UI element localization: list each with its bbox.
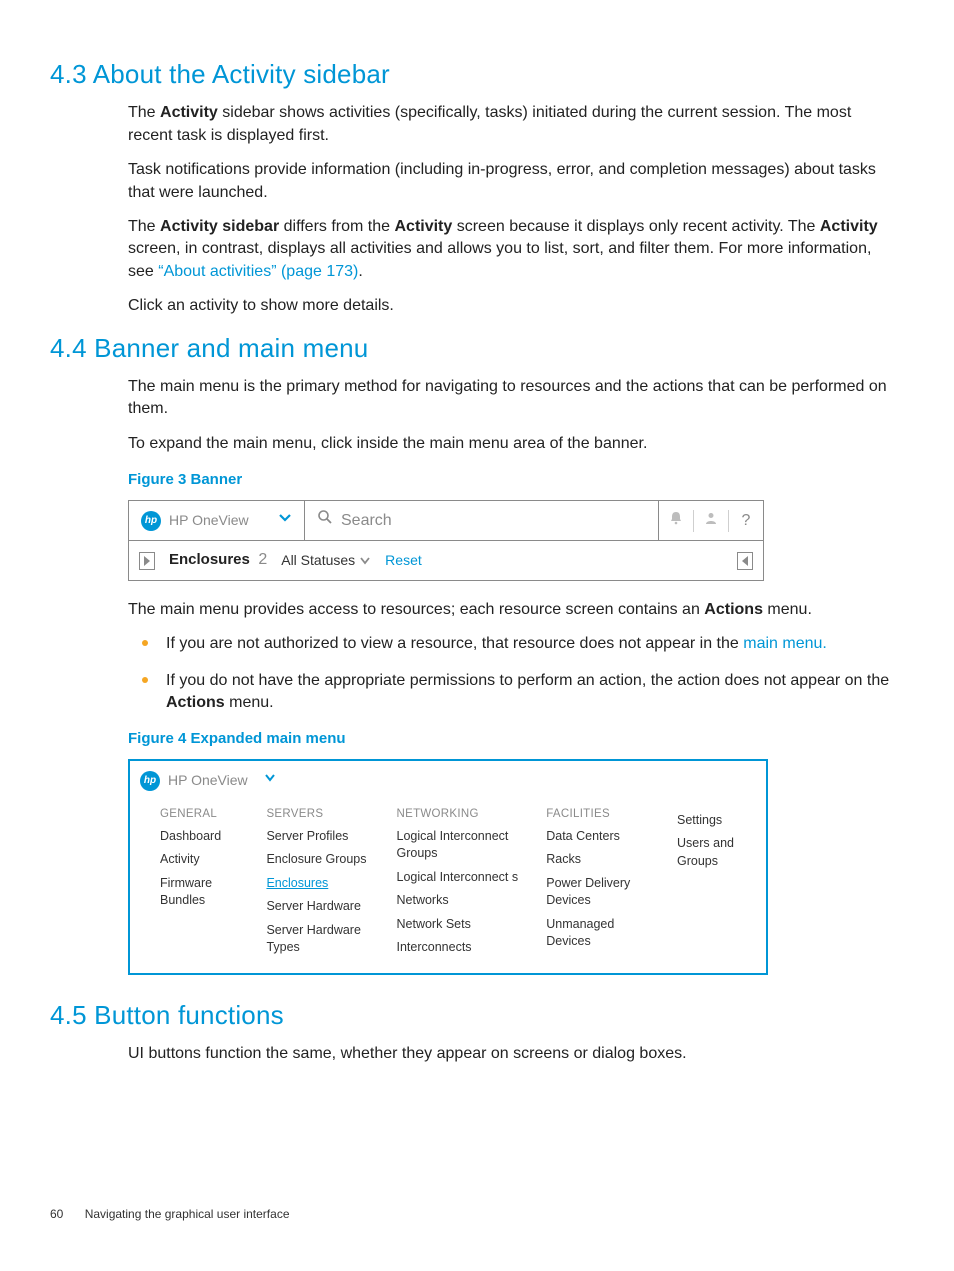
- banner-sub-row: Enclosures 2 All Statuses Reset: [129, 541, 763, 579]
- menu-item[interactable]: Server Profiles: [266, 828, 368, 846]
- bullet-list: If you are not authorized to view a reso…: [128, 633, 894, 714]
- section-heading-4-4: 4.4 Banner and main menu: [50, 330, 894, 366]
- text-bold: Activity: [394, 218, 452, 235]
- paragraph: Task notifications provide information (…: [128, 159, 894, 204]
- menu-item[interactable]: Settings: [677, 812, 756, 830]
- session-button[interactable]: [693, 510, 728, 532]
- text: The: [128, 218, 160, 235]
- paragraph: The Activity sidebar differs from the Ac…: [128, 216, 894, 283]
- menu-item[interactable]: Logical Interconnect s: [397, 869, 519, 887]
- paragraph: The Activity sidebar shows activities (s…: [128, 102, 894, 147]
- brand-label: HP OneView: [168, 771, 248, 791]
- menu-item[interactable]: Power Delivery Devices: [546, 875, 649, 910]
- text: If you are not authorized to view a reso…: [166, 635, 743, 652]
- search-icon: [317, 509, 333, 532]
- hp-logo-icon: hp: [140, 771, 160, 791]
- menu-column: GENERAL Dashboard Activity Firmware Bundles: [160, 806, 238, 957]
- section-heading-4-3: 4.3 About the Activity sidebar: [50, 56, 894, 92]
- text-bold: Activity sidebar: [160, 218, 279, 235]
- menu-column-header: NETWORKING: [397, 806, 519, 822]
- notifications-button[interactable]: [659, 510, 693, 532]
- expand-left-icon[interactable]: [139, 552, 155, 570]
- menu-item[interactable]: Interconnects: [397, 939, 519, 957]
- help-button[interactable]: ?: [728, 510, 763, 532]
- text: differs from the: [279, 218, 394, 235]
- menu-item[interactable]: Unmanaged Devices: [546, 916, 649, 951]
- paragraph: Click an activity to show more details.: [128, 295, 894, 317]
- paragraph: The main menu is the primary method for …: [128, 376, 894, 421]
- menu-column: NETWORKING Logical Interconnect Groups Log…: [397, 806, 519, 957]
- text: menu.: [225, 694, 274, 711]
- expanded-menu-body: GENERAL Dashboard Activity Firmware Bundles…: [130, 796, 766, 973]
- menu-item[interactable]: Enclosures: [266, 875, 368, 893]
- bell-icon: [669, 510, 683, 532]
- text: .: [358, 263, 362, 280]
- menu-item[interactable]: Dashboard: [160, 828, 238, 846]
- text: The: [128, 104, 160, 121]
- menu-column: SERVERS Server Profiles Enclosure Groups En…: [266, 806, 368, 957]
- menu-item[interactable]: Data Centers: [546, 828, 649, 846]
- paragraph: UI buttons function the same, whether th…: [128, 1043, 894, 1065]
- search-input[interactable]: Search: [305, 501, 659, 540]
- banner-top-row: hp HP OneView Search: [129, 501, 763, 541]
- main-menu-button[interactable]: hp HP OneView: [129, 501, 305, 540]
- text: sidebar shows activities (specifically, …: [128, 104, 851, 143]
- banner-icon-group: ?: [659, 501, 763, 540]
- menu-column: Settings Users and Groups: [677, 806, 756, 957]
- menu-item[interactable]: Firmware Bundles: [160, 875, 238, 910]
- menu-item[interactable]: Enclosure Groups: [266, 851, 368, 869]
- menu-item[interactable]: Server Hardware: [266, 898, 368, 916]
- chapter-title: Navigating the graphical user interface: [85, 1207, 290, 1221]
- figure-caption: Figure 4 Expanded main menu: [128, 728, 894, 749]
- menu-column: FACILITIES Data Centers Racks Power Deliver…: [546, 806, 649, 957]
- help-icon: ?: [742, 510, 751, 532]
- chevron-down-icon: [264, 769, 276, 791]
- search-placeholder: Search: [341, 510, 392, 532]
- figure-caption: Figure 3 Banner: [128, 469, 894, 490]
- list-item: If you do not have the appropriate permi…: [138, 670, 894, 715]
- expanded-menu-header[interactable]: hp HP OneView: [130, 761, 766, 795]
- status-filter-label: All Statuses: [281, 551, 355, 571]
- reset-link[interactable]: Reset: [385, 551, 422, 571]
- menu-column-header: FACILITIES: [546, 806, 649, 822]
- menu-item[interactable]: Activity: [160, 851, 238, 869]
- chevron-down-icon: [278, 510, 292, 532]
- figure-banner: hp HP OneView Search: [128, 500, 764, 581]
- user-icon: [704, 510, 718, 532]
- text-bold: Activity: [820, 218, 878, 235]
- text-bold: Actions: [166, 694, 225, 711]
- list-item: If you are not authorized to view a reso…: [138, 633, 894, 655]
- menu-column-header: GENERAL: [160, 806, 238, 822]
- text-bold: Activity: [160, 104, 218, 121]
- figure-expanded-menu: hp HP OneView GENERAL Dashboard Activity Fi…: [128, 759, 768, 974]
- chevron-down-icon: [359, 555, 371, 567]
- menu-item[interactable]: Logical Interconnect Groups: [397, 828, 519, 863]
- menu-item[interactable]: Racks: [546, 851, 649, 869]
- text-bold: Actions: [704, 601, 763, 618]
- status-filter-dropdown[interactable]: All Statuses: [281, 551, 371, 571]
- text: If you do not have the appropriate permi…: [166, 672, 889, 689]
- resource-title: Enclosures: [169, 551, 250, 568]
- page-number: 60: [50, 1207, 63, 1221]
- xref-link[interactable]: “About activities” (page 173): [158, 263, 358, 280]
- menu-item[interactable]: Users and Groups: [677, 835, 756, 870]
- menu-item[interactable]: Network Sets: [397, 916, 519, 934]
- xref-link[interactable]: main menu.: [743, 635, 827, 652]
- brand-label: HP OneView: [169, 511, 249, 531]
- collapse-right-icon[interactable]: [737, 552, 753, 570]
- text: screen because it displays only recent a…: [452, 218, 820, 235]
- section-heading-4-5: 4.5 Button functions: [50, 997, 894, 1033]
- page-footer: 60 Navigating the graphical user interfa…: [50, 1206, 290, 1223]
- menu-item[interactable]: Server Hardware Types: [266, 922, 368, 957]
- paragraph: To expand the main menu, click inside th…: [128, 433, 894, 455]
- paragraph: The main menu provides access to resourc…: [128, 599, 894, 621]
- text: The main menu provides access to resourc…: [128, 601, 704, 618]
- menu-column-header: SERVERS: [266, 806, 368, 822]
- menu-item[interactable]: Networks: [397, 892, 519, 910]
- text: menu.: [763, 601, 812, 618]
- hp-logo-icon: hp: [141, 511, 161, 531]
- resource-count: 2: [258, 551, 267, 568]
